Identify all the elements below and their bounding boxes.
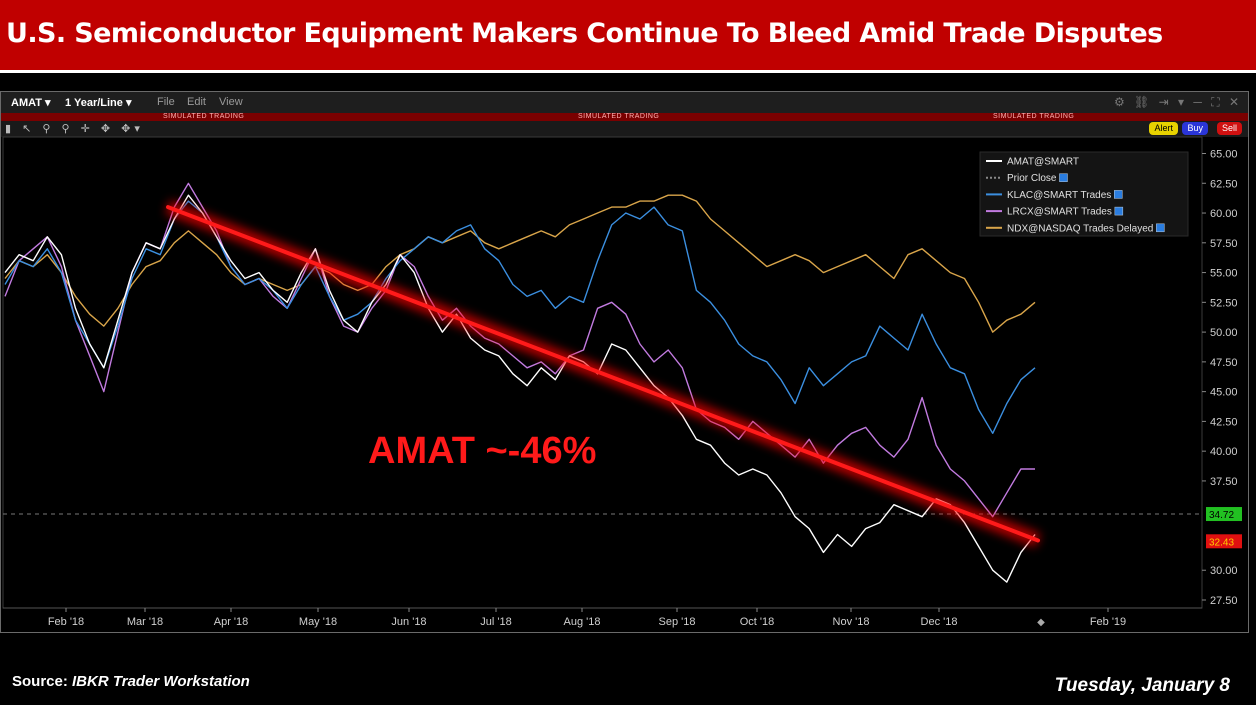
annotation-label: AMAT ~-46%: [368, 430, 596, 472]
symbol-dropdown[interactable]: AMAT ▾: [11, 97, 51, 109]
y-tick-label: 62.50: [1210, 178, 1238, 190]
page-title: U.S. Semiconductor Equipment Makers Cont…: [6, 18, 1163, 49]
simulated-trading-bar: SIMULATED TRADING SIMULATED TRADING SIMU…: [1, 113, 1248, 121]
y-tick-label: 65.00: [1210, 149, 1238, 161]
x-tick-label: May '18: [299, 616, 337, 628]
chart-toolbar: ▮ ↖ ⚲ ⚲ ✛ ✥ ✥▾ Alert Buy Sell: [1, 121, 1248, 137]
legend-label: AMAT@SMART: [1007, 157, 1079, 168]
drawing-tools-icon[interactable]: ▮ ↖ ⚲ ⚲ ✛ ✥ ✥▾: [5, 123, 144, 135]
prior-close-badge: 34.72: [1209, 510, 1234, 521]
legend-checkbox: [1059, 173, 1068, 182]
window-controls-icon[interactable]: ⚙ ⛓ ⇥ ▾ ─ ⛶ ✕: [1113, 95, 1242, 109]
y-tick-label: 30.00: [1210, 565, 1238, 577]
x-tick-label: Feb '18: [48, 616, 84, 628]
legend-label: Prior Close: [1007, 173, 1057, 184]
x-tick-label: Sep '18: [659, 616, 696, 628]
last-price-badge-bg: [1206, 534, 1242, 549]
period-dropdown[interactable]: 1 Year/Line ▾: [65, 97, 132, 109]
simulated-label-left: SIMULATED TRADING: [163, 113, 245, 120]
x-tick-label: Mar '18: [127, 616, 163, 628]
y-tick-label: 60.00: [1210, 208, 1238, 220]
legend: AMAT@SMART Prior Close KLAC@SMART Trades LR…: [979, 151, 1189, 237]
menu-edit[interactable]: Edit: [187, 96, 206, 108]
banner-divider: [0, 70, 1256, 73]
legend-label: KLAC@SMART Trades: [1007, 190, 1111, 201]
legend-box: [979, 151, 1189, 237]
y-tick-label: 55.00: [1210, 268, 1238, 280]
y-tick-label: 37.50: [1210, 476, 1238, 488]
y-tick-label: 57.50: [1210, 238, 1238, 250]
source-note: Source: IBKR Trader Workstation: [12, 673, 250, 690]
y-tick-label: 42.50: [1210, 416, 1238, 428]
last-price-badge: 32.43: [1209, 537, 1234, 548]
date-label: Tuesday, January 8: [1054, 675, 1230, 696]
y-tick-label: 27.50: [1210, 595, 1238, 607]
legend-label: NDX@NASDAQ Trades Delayed: [1007, 223, 1153, 234]
buy-button[interactable]: Buy: [1182, 122, 1208, 135]
legend-checkbox: [1114, 206, 1124, 216]
x-tick-label: Apr '18: [214, 616, 249, 628]
x-tick-label: Jun '18: [391, 616, 426, 628]
alert-button[interactable]: Alert: [1149, 122, 1178, 135]
y-tick-label: 50.00: [1210, 327, 1238, 339]
x-tick-label: Oct '18: [740, 616, 775, 628]
legend-label: LRCX@SMART Trades: [1007, 207, 1112, 218]
legend-checkbox: [1114, 190, 1123, 199]
x-axis-now-marker: ◆: [1037, 617, 1045, 628]
legend-checkbox: [1156, 223, 1165, 233]
title-banner: U.S. Semiconductor Equipment Makers Cont…: [0, 0, 1256, 70]
y-tick-label: 40.00: [1210, 446, 1238, 458]
y-tick-label: 52.50: [1210, 297, 1238, 309]
y-tick-label: 47.50: [1210, 357, 1238, 369]
menu-view[interactable]: View: [219, 96, 243, 108]
x-tick-label: Nov '18: [833, 616, 870, 628]
menu-file[interactable]: File: [157, 96, 175, 108]
x-tick-label: Feb '19: [1090, 616, 1126, 628]
prior-close-badge-bg: [1206, 507, 1242, 522]
simulated-label-center: SIMULATED TRADING: [578, 113, 660, 120]
trendline: [166, 205, 1040, 543]
series-line: [4, 194, 1036, 333]
sell-button[interactable]: Sell: [1216, 122, 1242, 135]
y-tick-label: 45.00: [1210, 387, 1238, 399]
x-tick-label: Jul '18: [480, 616, 511, 628]
simulated-label-right: SIMULATED TRADING: [993, 113, 1075, 120]
x-tick-label: Dec '18: [921, 616, 958, 628]
x-tick-label: Aug '18: [564, 616, 601, 628]
